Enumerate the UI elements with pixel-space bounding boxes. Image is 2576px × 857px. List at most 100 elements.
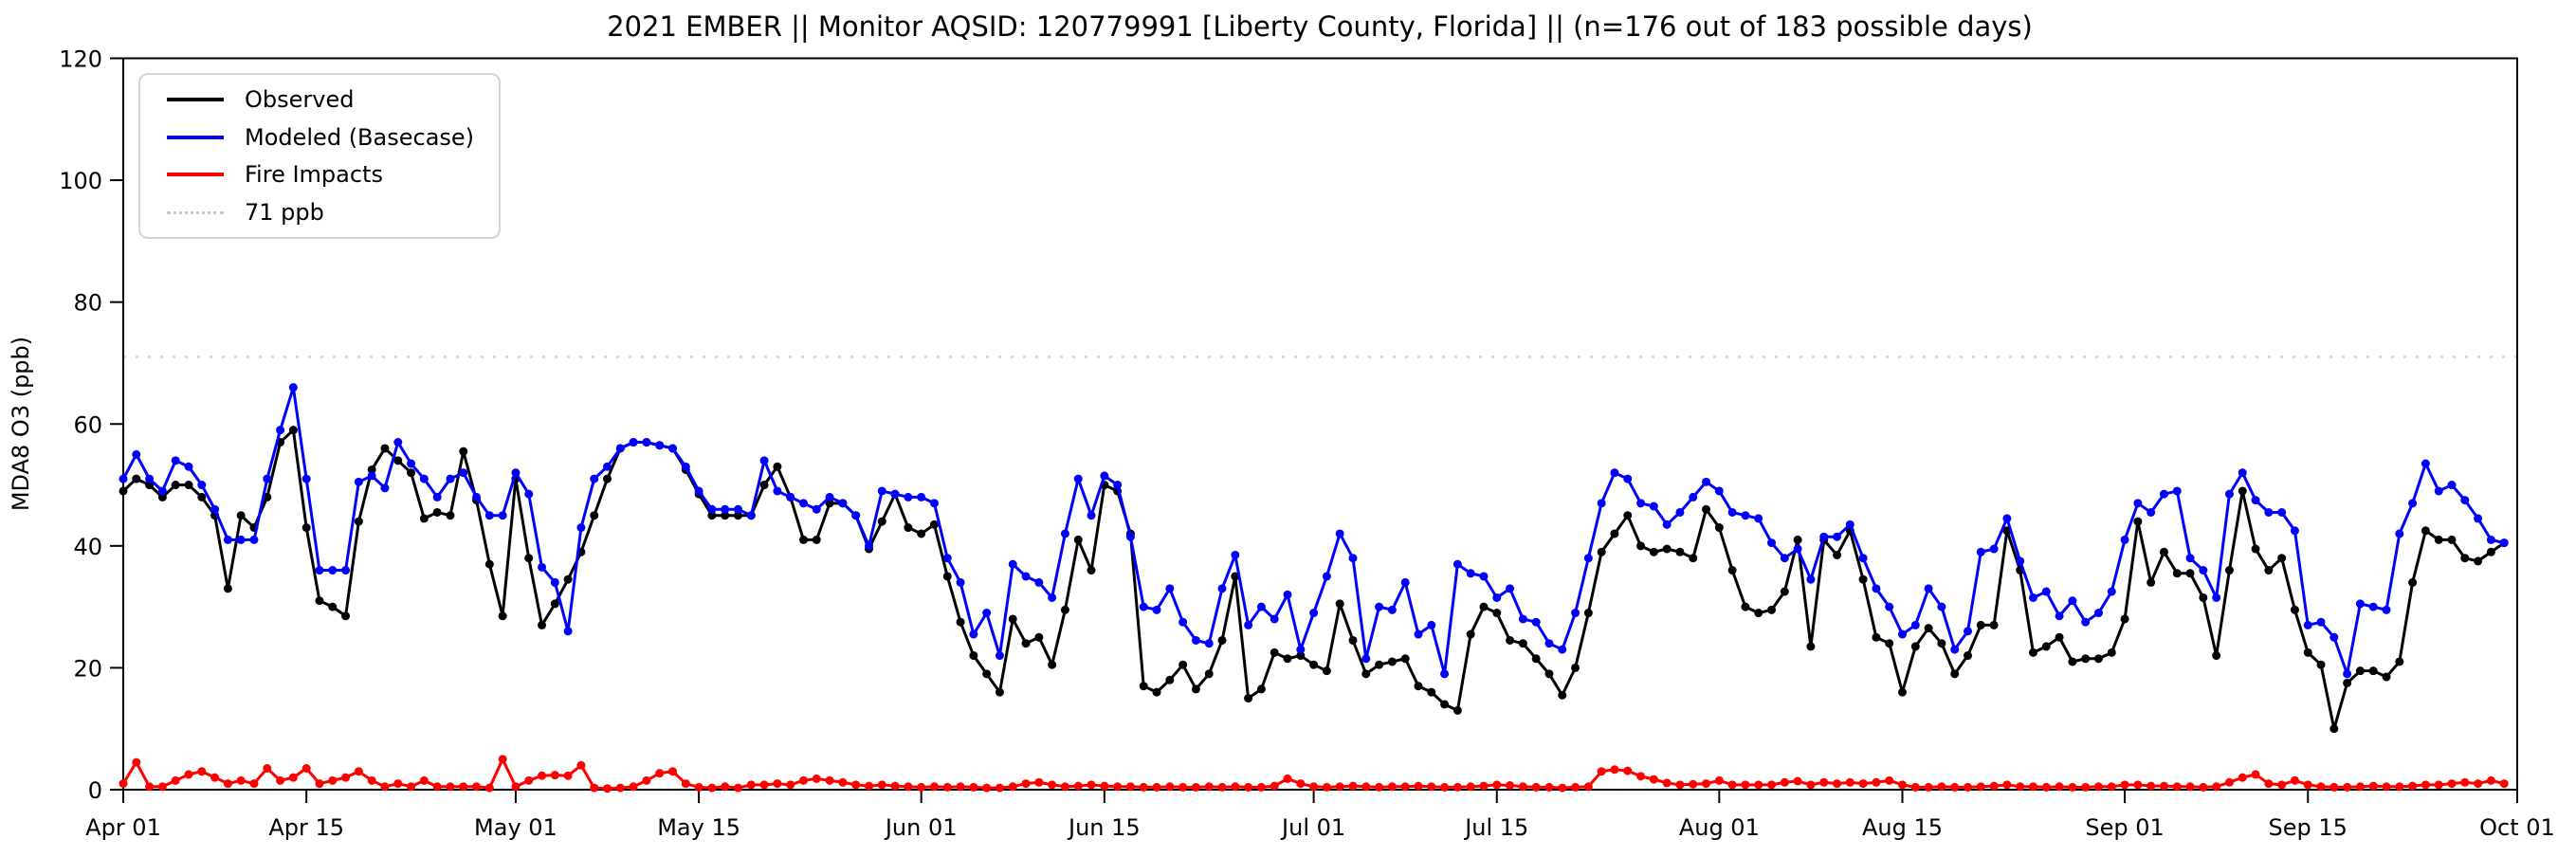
data-point [1727, 507, 1737, 517]
data-point [773, 462, 782, 471]
data-point [2277, 507, 2287, 517]
data-point [2474, 779, 2483, 789]
data-point [157, 782, 167, 792]
data-point [1021, 639, 1031, 648]
data-point [2016, 782, 2025, 792]
data-point [1714, 523, 1724, 533]
data-point [1375, 782, 1384, 792]
data-point [2368, 602, 2378, 611]
data-point [2224, 566, 2234, 575]
data-point [2447, 535, 2457, 544]
data-point [498, 511, 507, 520]
data-point [2486, 535, 2495, 544]
data-point [629, 438, 638, 447]
data-point [733, 511, 742, 520]
data-point [707, 504, 717, 514]
data-point [2277, 780, 2287, 790]
x-tick-label: Sep 15 [2269, 814, 2348, 841]
data-point [798, 535, 808, 544]
data-point [1361, 782, 1371, 792]
y-tick-label: 0 [88, 777, 102, 804]
data-point [1152, 605, 1161, 614]
x-tick-label: Aug 15 [1862, 814, 1943, 841]
data-point [315, 596, 324, 606]
data-point [446, 782, 455, 792]
data-point [288, 773, 298, 782]
data-point [563, 771, 573, 780]
data-point [1623, 511, 1633, 520]
data-point [2041, 642, 2051, 651]
data-point [1937, 782, 1946, 792]
data-point [1100, 471, 1109, 481]
data-point [1531, 617, 1541, 627]
data-point [1976, 782, 1985, 792]
data-point [263, 474, 272, 483]
data-point [1008, 614, 1017, 624]
data-point [995, 687, 1004, 697]
data-point [1571, 609, 1580, 618]
data-point [1283, 774, 1292, 783]
data-point [1387, 782, 1397, 792]
data-point [184, 462, 193, 471]
data-point [2120, 535, 2129, 544]
data-point [1950, 645, 1960, 654]
data-point [145, 782, 155, 792]
data-point [1270, 781, 1279, 791]
data-point [2081, 654, 2091, 664]
data-point [838, 499, 848, 508]
data-point [929, 520, 939, 529]
data-point [1492, 609, 1502, 618]
data-point [367, 471, 376, 481]
data-point [432, 492, 442, 501]
data-point [1833, 532, 1842, 541]
data-point [2107, 647, 2116, 657]
data-point [1793, 544, 1802, 554]
data-point [524, 554, 534, 563]
data-point [132, 757, 141, 767]
data-point [995, 783, 1004, 793]
data-point [2212, 782, 2221, 792]
data-point [1479, 781, 1489, 791]
data-point [1833, 779, 1842, 789]
data-point [1910, 620, 1920, 629]
data-point [733, 783, 742, 793]
data-point [1963, 627, 1972, 636]
data-point [1872, 632, 1881, 642]
data-point [2133, 780, 2143, 790]
data-point [1858, 574, 1868, 584]
data-point [2355, 782, 2365, 792]
data-point [1100, 781, 1109, 791]
data-point [249, 779, 259, 789]
data-point [1165, 584, 1175, 593]
data-point [1531, 782, 1541, 792]
data-point [1034, 777, 1044, 787]
data-point [276, 775, 285, 785]
data-point [1858, 779, 1868, 789]
data-point [119, 486, 128, 496]
data-point [341, 611, 351, 621]
data-point [1335, 529, 1344, 538]
data-point [1322, 782, 1331, 792]
data-point [393, 456, 403, 465]
data-point [2382, 782, 2391, 792]
x-tick-label: Jul 01 [1280, 814, 1345, 841]
data-point [2159, 489, 2168, 499]
data-point [982, 669, 992, 679]
data-point [2343, 669, 2352, 679]
data-point [2316, 617, 2326, 627]
data-point [1400, 654, 1410, 664]
data-point [1335, 782, 1344, 792]
data-point [890, 781, 900, 791]
data-point [590, 474, 599, 483]
data-point [969, 782, 978, 792]
data-point [1924, 782, 1933, 792]
data-point [1597, 547, 1606, 556]
data-point [1296, 779, 1306, 789]
data-point [2474, 514, 2483, 523]
data-point [1113, 782, 1123, 792]
data-point [2264, 507, 2274, 517]
legend-label: Modeled (Basecase) [245, 123, 475, 151]
data-point [1125, 532, 1135, 541]
data-point [1034, 632, 1044, 642]
data-point [1231, 572, 1240, 581]
